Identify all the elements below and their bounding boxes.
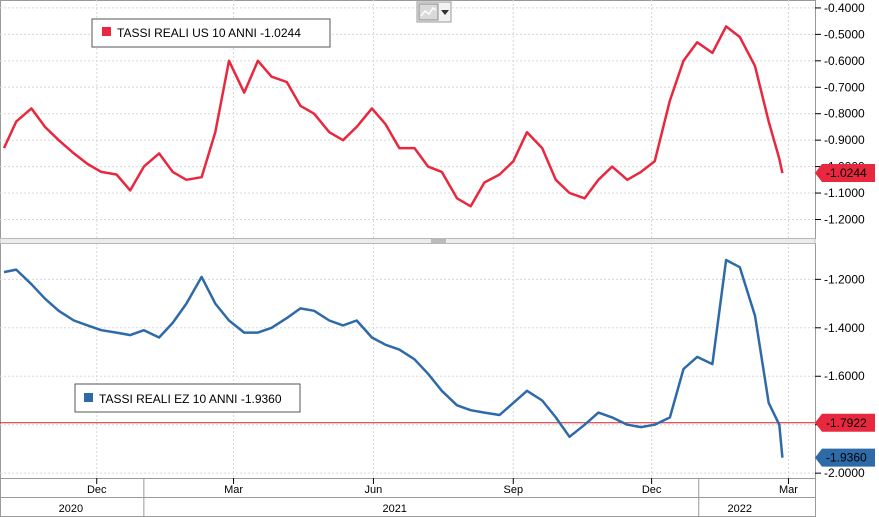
us-real-yield-series [2, 25, 784, 208]
panel-divider[interactable] [0, 238, 816, 244]
last-value-text-us: -1.0244 [826, 166, 867, 180]
line-chart-icon [418, 3, 439, 21]
ez-real-yield-series [3, 258, 784, 458]
y-tick-label: -0.5000 [824, 27, 865, 41]
y-tick-label: -0.8000 [824, 107, 865, 121]
y-tick-label: -0.7000 [824, 80, 865, 94]
y-tick-label: -2.0000 [824, 466, 865, 480]
last-value-text-ez: -1.9360 [826, 451, 867, 465]
top-y-axis: -0.4000 -0.5000 -0.6000 -0.7000 -0.8000 -0.90… [815, 1, 865, 226]
chart-type-button[interactable] [416, 1, 452, 23]
legend-swatch-us [102, 27, 111, 36]
x-axis: Dec Mar Jun Sep Dec Mar 2020 2021 2022 [59, 478, 798, 517]
x-year-label: 2021 [382, 503, 406, 515]
legend-ez: TASSI REALI EZ 10 ANNI -1.9360 [74, 383, 301, 413]
x-month-label: Mar [779, 484, 798, 496]
x-month-label: Dec [642, 484, 662, 496]
bottom-panel-grid [0, 243, 815, 478]
x-month-label: Mar [224, 484, 243, 496]
x-year-label: 2020 [59, 503, 83, 515]
y-tick-label: -1.1000 [824, 186, 865, 200]
reference-value-tag: -1.7922 [815, 413, 875, 432]
y-tick-label: -0.9000 [824, 133, 865, 147]
legend-label-ez: TASSI REALI EZ 10 ANNI -1.9360 [99, 392, 282, 406]
y-tick-label: -1.4000 [824, 321, 865, 335]
last-value-tag-us: -1.0244 [815, 164, 875, 183]
x-month-label: Jun [365, 484, 383, 496]
series-line-ez [3, 258, 784, 458]
bottom-panel-frame [0, 243, 816, 479]
x-year-label: 2022 [728, 503, 752, 515]
y-tick-label: -0.4000 [824, 1, 865, 15]
y-tick-label: -1.6000 [824, 369, 865, 383]
y-tick-label: -1.2000 [824, 212, 865, 226]
series-line-us [2, 25, 784, 208]
x-month-label: Sep [503, 484, 523, 496]
last-value-tag-ez: -1.9360 [815, 448, 875, 467]
y-tick-label: -0.6000 [824, 54, 865, 68]
legend-us: TASSI REALI US 10 ANNI -1.0244 [91, 18, 331, 48]
chevron-down-icon [441, 10, 449, 15]
legend-swatch-ez [84, 393, 93, 402]
legend-label-us: TASSI REALI US 10 ANNI -1.0244 [117, 26, 301, 40]
y-tick-label: -1.2000 [824, 272, 865, 286]
reference-value-text: -1.7922 [826, 416, 867, 430]
x-month-label: Dec [87, 484, 107, 496]
panel-divider-grip-icon[interactable] [431, 239, 446, 243]
